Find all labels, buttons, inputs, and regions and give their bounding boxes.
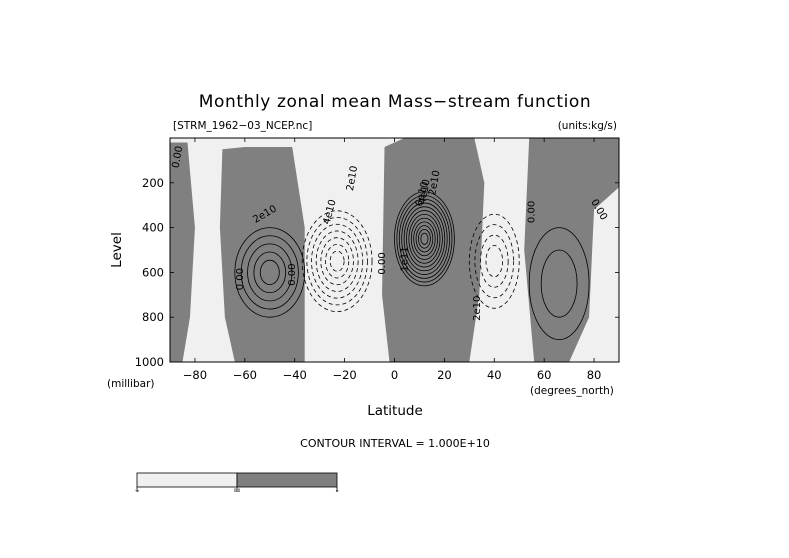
nh-hadley-positive-contour (396, 195, 453, 283)
x-tick-label: 0 (391, 368, 398, 382)
nh-ferrel-negative-contour (468, 213, 520, 309)
sh-cell-positive-contour (259, 259, 280, 286)
sh-hadley-negative-contour (320, 237, 354, 286)
colorbar-label-pos: ∞ (335, 488, 338, 493)
colorbar-label-neg: -∞ (135, 488, 140, 493)
sh-polar-positive-region (170, 142, 195, 362)
contour-label: 4e10 (417, 178, 432, 205)
colorbar-label-zero: 0.0 (234, 488, 241, 493)
contour-label: 0.00 (235, 268, 246, 290)
nh-ferrel-negative-contour (480, 234, 509, 288)
contour-label: 0.00 (287, 264, 298, 286)
contour-interval-note: CONTOUR INTERVAL = 1.000E+10 (300, 437, 490, 450)
contour-label: 2e10 (472, 296, 483, 321)
y-tick-label: 200 (142, 176, 164, 190)
contour-label: 0.00 (527, 201, 538, 223)
y-tick-label: 600 (142, 265, 164, 279)
y-tick-label: 800 (142, 310, 164, 324)
sh-cell-positive-contour (247, 243, 293, 302)
nh-hadley-positive-region (382, 138, 485, 362)
sh-cell-positive-contour (240, 235, 299, 310)
x-tick-label: 20 (437, 368, 452, 382)
colorbar-positive-box (236, 472, 338, 488)
chart-subtitle-right: (units:kg/s) (558, 120, 617, 132)
y-axis-unit: (millibar) (107, 378, 155, 390)
x-tick-label: −20 (332, 368, 356, 382)
x-tick-label: −80 (183, 368, 207, 382)
sh-hadley-negative-contour (301, 210, 373, 313)
contour-field (170, 138, 619, 362)
x-tick-label: 60 (537, 368, 552, 382)
sh-hadley-negative-contour (315, 230, 359, 292)
contour-label: 2e10 (345, 165, 360, 192)
sh-hadley-negative-contour (311, 223, 364, 299)
x-axis-unit: (degrees_north) (530, 385, 614, 397)
x-axis-title: Latitude (367, 403, 423, 419)
contour-label: 0.00 (171, 145, 186, 169)
colorbar: -∞ 0.0 ∞ (135, 472, 339, 493)
nh-cell-positive-contour (528, 227, 590, 341)
contour-label: 0.00 (377, 252, 388, 274)
nh-ferrel-negative-contour (474, 224, 515, 299)
x-tick-label: 80 (587, 368, 602, 382)
sh-cell-positive-contour (253, 251, 287, 294)
chart-title: Monthly zonal mean Mass−stream function (199, 92, 592, 112)
contour-label: 2e10 (427, 169, 442, 196)
y-tick-label: 1000 (135, 355, 164, 369)
nh-hadley-positive-contour (413, 221, 436, 257)
sh-hadley-negative-contour (306, 217, 368, 306)
x-axis-ticks: −80 −60 −40 −20 0 20 40 60 80 (183, 138, 602, 382)
x-tick-label: 40 (487, 368, 502, 382)
sh-hadley-negative-contour (325, 244, 350, 279)
nh-hadley-positive-contour (403, 206, 446, 272)
colorbar-negative-box (136, 472, 238, 488)
sh-cell-positive-contour (234, 227, 306, 318)
y-tick-label: 400 (142, 221, 164, 235)
nh-hadley-positive-contour (415, 225, 434, 253)
nh-hadley-positive-contour (401, 202, 448, 275)
nh-polar-positive-region (524, 138, 619, 362)
nh-hadley-positive-contour (408, 213, 441, 264)
chart-subtitle-left: [STRM_1962−03_NCEP.nc] (173, 120, 312, 132)
y-axis-title: Level (109, 232, 125, 268)
x-tick-label: −60 (233, 368, 257, 382)
nh-hadley-positive-contour (406, 210, 443, 268)
nh-ferrel-negative-contour (485, 245, 503, 278)
nh-hadley-positive-contour (398, 198, 450, 279)
sh-hadley-negative-contour (329, 250, 345, 272)
nh-hadley-positive-contour (394, 191, 455, 287)
x-tick-label: −40 (283, 368, 307, 382)
y-axis-ticks: 200 400 600 800 1000 (135, 176, 619, 369)
nh-cell-positive-contour (540, 249, 578, 318)
contour-label: 1e11 (399, 246, 410, 271)
nh-hadley-positive-contour (420, 232, 429, 245)
nh-hadley-positive-contour (418, 228, 431, 249)
nh-hadley-positive-contour (410, 217, 439, 260)
